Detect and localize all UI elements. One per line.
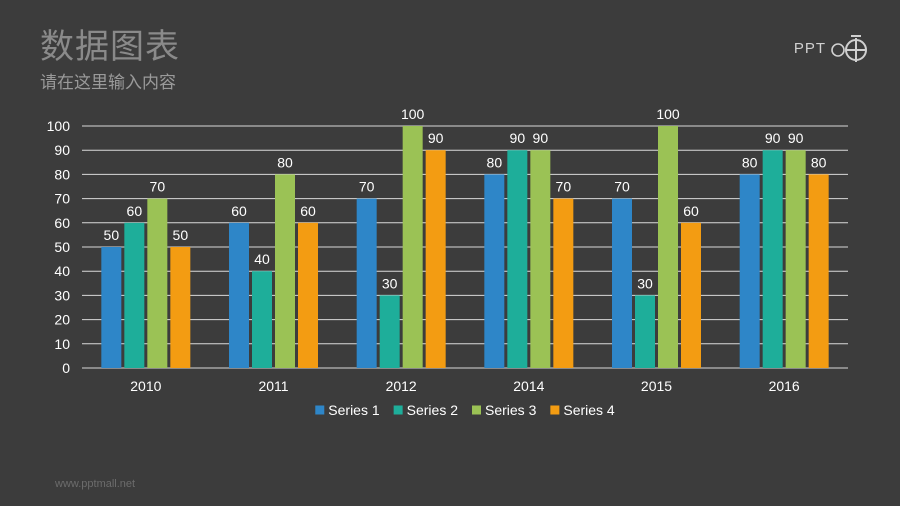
- bar: [785, 150, 806, 368]
- bar: [147, 198, 168, 368]
- bar: [530, 150, 551, 368]
- data-label: 80: [742, 154, 758, 170]
- legend-swatch: [472, 405, 481, 415]
- legend-swatch: [315, 405, 325, 415]
- page-title: 数据图表: [40, 27, 180, 67]
- data-label: 80: [277, 154, 293, 170]
- bar: [507, 150, 528, 368]
- bar: [484, 174, 505, 368]
- data-label: 100: [656, 106, 680, 122]
- y-tick-label: 100: [47, 118, 71, 134]
- data-label: 90: [765, 130, 781, 146]
- x-tick-label: 2015: [641, 378, 672, 394]
- logo-text: PPT: [793, 39, 826, 57]
- x-tick-label: 2014: [513, 378, 544, 394]
- x-tick-label: 2012: [386, 378, 417, 394]
- bar: [356, 198, 377, 368]
- legend-swatch: [393, 405, 403, 415]
- y-tick-label: 50: [54, 239, 70, 255]
- data-label: 70: [614, 179, 630, 195]
- data-label: 100: [401, 106, 425, 122]
- bar: [275, 174, 295, 368]
- y-tick-label: 0: [62, 360, 70, 376]
- bar: [229, 222, 249, 368]
- bar: [658, 126, 678, 368]
- legend-label: Series 1: [328, 402, 380, 418]
- data-label: 30: [637, 275, 653, 291]
- legend-label: Series 3: [485, 402, 537, 418]
- bar: [101, 247, 122, 368]
- y-tick-label: 20: [54, 312, 70, 328]
- y-tick-label: 30: [54, 287, 70, 303]
- data-label: 90: [510, 130, 526, 146]
- data-label: 70: [150, 179, 166, 195]
- bar: [124, 222, 145, 368]
- data-label: 90: [533, 130, 549, 146]
- brand-logo: PPT: [794, 34, 870, 62]
- bar: [425, 150, 446, 368]
- legend-label: Series 4: [563, 402, 615, 418]
- ppt-logo-icon: [831, 35, 867, 62]
- footer-url: www.pptmall.net: [55, 478, 136, 490]
- y-tick-label: 70: [54, 191, 70, 207]
- data-label: 30: [382, 275, 398, 291]
- x-tick-label: 2010: [130, 378, 161, 394]
- data-label: 60: [127, 203, 143, 219]
- bar: [808, 174, 829, 368]
- data-label: 70: [556, 179, 572, 195]
- data-label: 90: [788, 130, 804, 146]
- data-label: 70: [359, 179, 375, 195]
- y-tick-label: 80: [54, 166, 70, 182]
- bar: [681, 222, 701, 368]
- data-label: 60: [231, 203, 247, 219]
- bar: [762, 150, 783, 368]
- bar: [298, 222, 318, 368]
- y-tick-label: 90: [54, 142, 70, 158]
- x-tick-label: 2016: [769, 378, 800, 394]
- data-label: 60: [300, 203, 316, 219]
- bar: [739, 174, 760, 368]
- data-label: 50: [104, 227, 120, 243]
- data-label: 60: [683, 203, 699, 219]
- data-label: 90: [428, 130, 444, 146]
- bar: [553, 198, 574, 368]
- x-tick-label: 2011: [258, 378, 288, 394]
- bar: [379, 295, 400, 368]
- data-label: 80: [487, 154, 503, 170]
- y-tick-label: 40: [54, 263, 70, 279]
- legend-swatch: [550, 405, 560, 415]
- y-tick-label: 60: [54, 215, 70, 231]
- bar: [612, 198, 632, 368]
- bar: [635, 295, 655, 368]
- data-label: 40: [254, 251, 270, 267]
- data-label: 80: [811, 154, 827, 170]
- data-label: 50: [173, 227, 189, 243]
- legend-label: Series 2: [407, 402, 459, 418]
- y-tick-label: 10: [54, 336, 70, 352]
- bar: [170, 247, 191, 368]
- bar: [252, 271, 272, 368]
- bar: [402, 126, 423, 368]
- page-subtitle: 请在这里输入内容: [40, 73, 176, 93]
